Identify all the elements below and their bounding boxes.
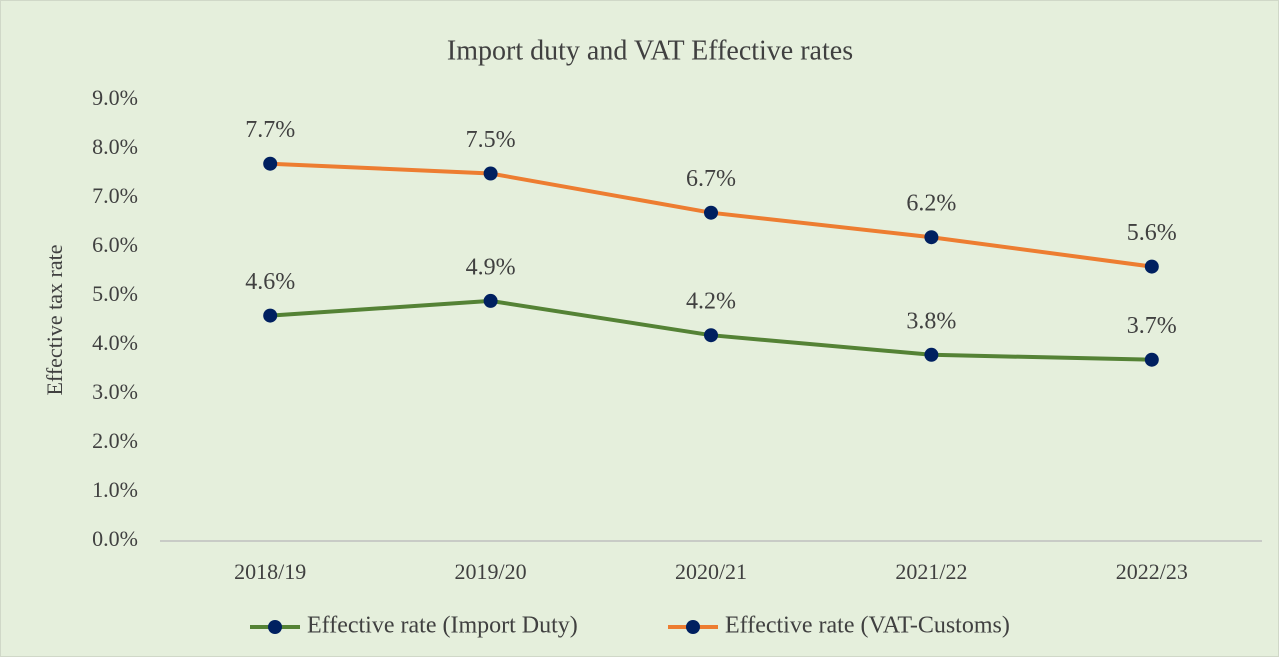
y-tick-label: 2.0%: [92, 428, 138, 453]
data-point: [924, 347, 939, 362]
x-tick-label: 2021/22: [895, 559, 967, 584]
y-tick-label: 0.0%: [92, 526, 138, 551]
x-tick-label: 2019/20: [455, 559, 527, 584]
y-tick-label: 1.0%: [92, 477, 138, 502]
data-point: [1144, 259, 1159, 274]
data-label: 4.9%: [466, 254, 516, 280]
data-label: 7.5%: [466, 127, 516, 153]
x-tick-label: 2022/23: [1116, 559, 1188, 584]
y-tick-label: 4.0%: [92, 330, 138, 355]
data-label: 6.2%: [906, 191, 956, 217]
x-tick-label: 2018/19: [234, 559, 306, 584]
x-tick-label: 2020/21: [675, 559, 747, 584]
data-label: 7.7%: [245, 117, 295, 143]
data-point: [263, 156, 278, 171]
y-tick-label: 5.0%: [92, 281, 138, 306]
data-label: 5.6%: [1127, 220, 1177, 246]
data-point: [263, 308, 278, 323]
data-point: [924, 230, 939, 245]
y-tick-label: 6.0%: [92, 232, 138, 257]
data-point: [704, 328, 718, 343]
legend-marker: [686, 620, 700, 634]
data-point: [704, 205, 718, 220]
y-axis-label: Effective tax rate: [42, 244, 67, 395]
y-tick-label: 7.0%: [92, 183, 138, 208]
data-label: 3.8%: [906, 308, 956, 334]
data-label: 6.7%: [686, 166, 736, 192]
legend-label: Effective rate (Import Duty): [307, 613, 578, 639]
legend-label: Effective rate (VAT-Customs): [725, 613, 1010, 639]
legend-marker: [268, 620, 282, 634]
data-point: [1144, 352, 1159, 367]
y-tick-label: 3.0%: [92, 379, 138, 404]
chart-title: Import duty and VAT Effective rates: [447, 35, 853, 66]
data-label: 4.2%: [686, 289, 736, 315]
data-point: [483, 166, 498, 181]
y-tick-label: 8.0%: [92, 134, 138, 159]
data-point: [483, 293, 498, 308]
data-label: 4.6%: [245, 269, 295, 295]
y-tick-label: 9.0%: [92, 85, 138, 110]
data-label: 3.7%: [1127, 313, 1177, 339]
